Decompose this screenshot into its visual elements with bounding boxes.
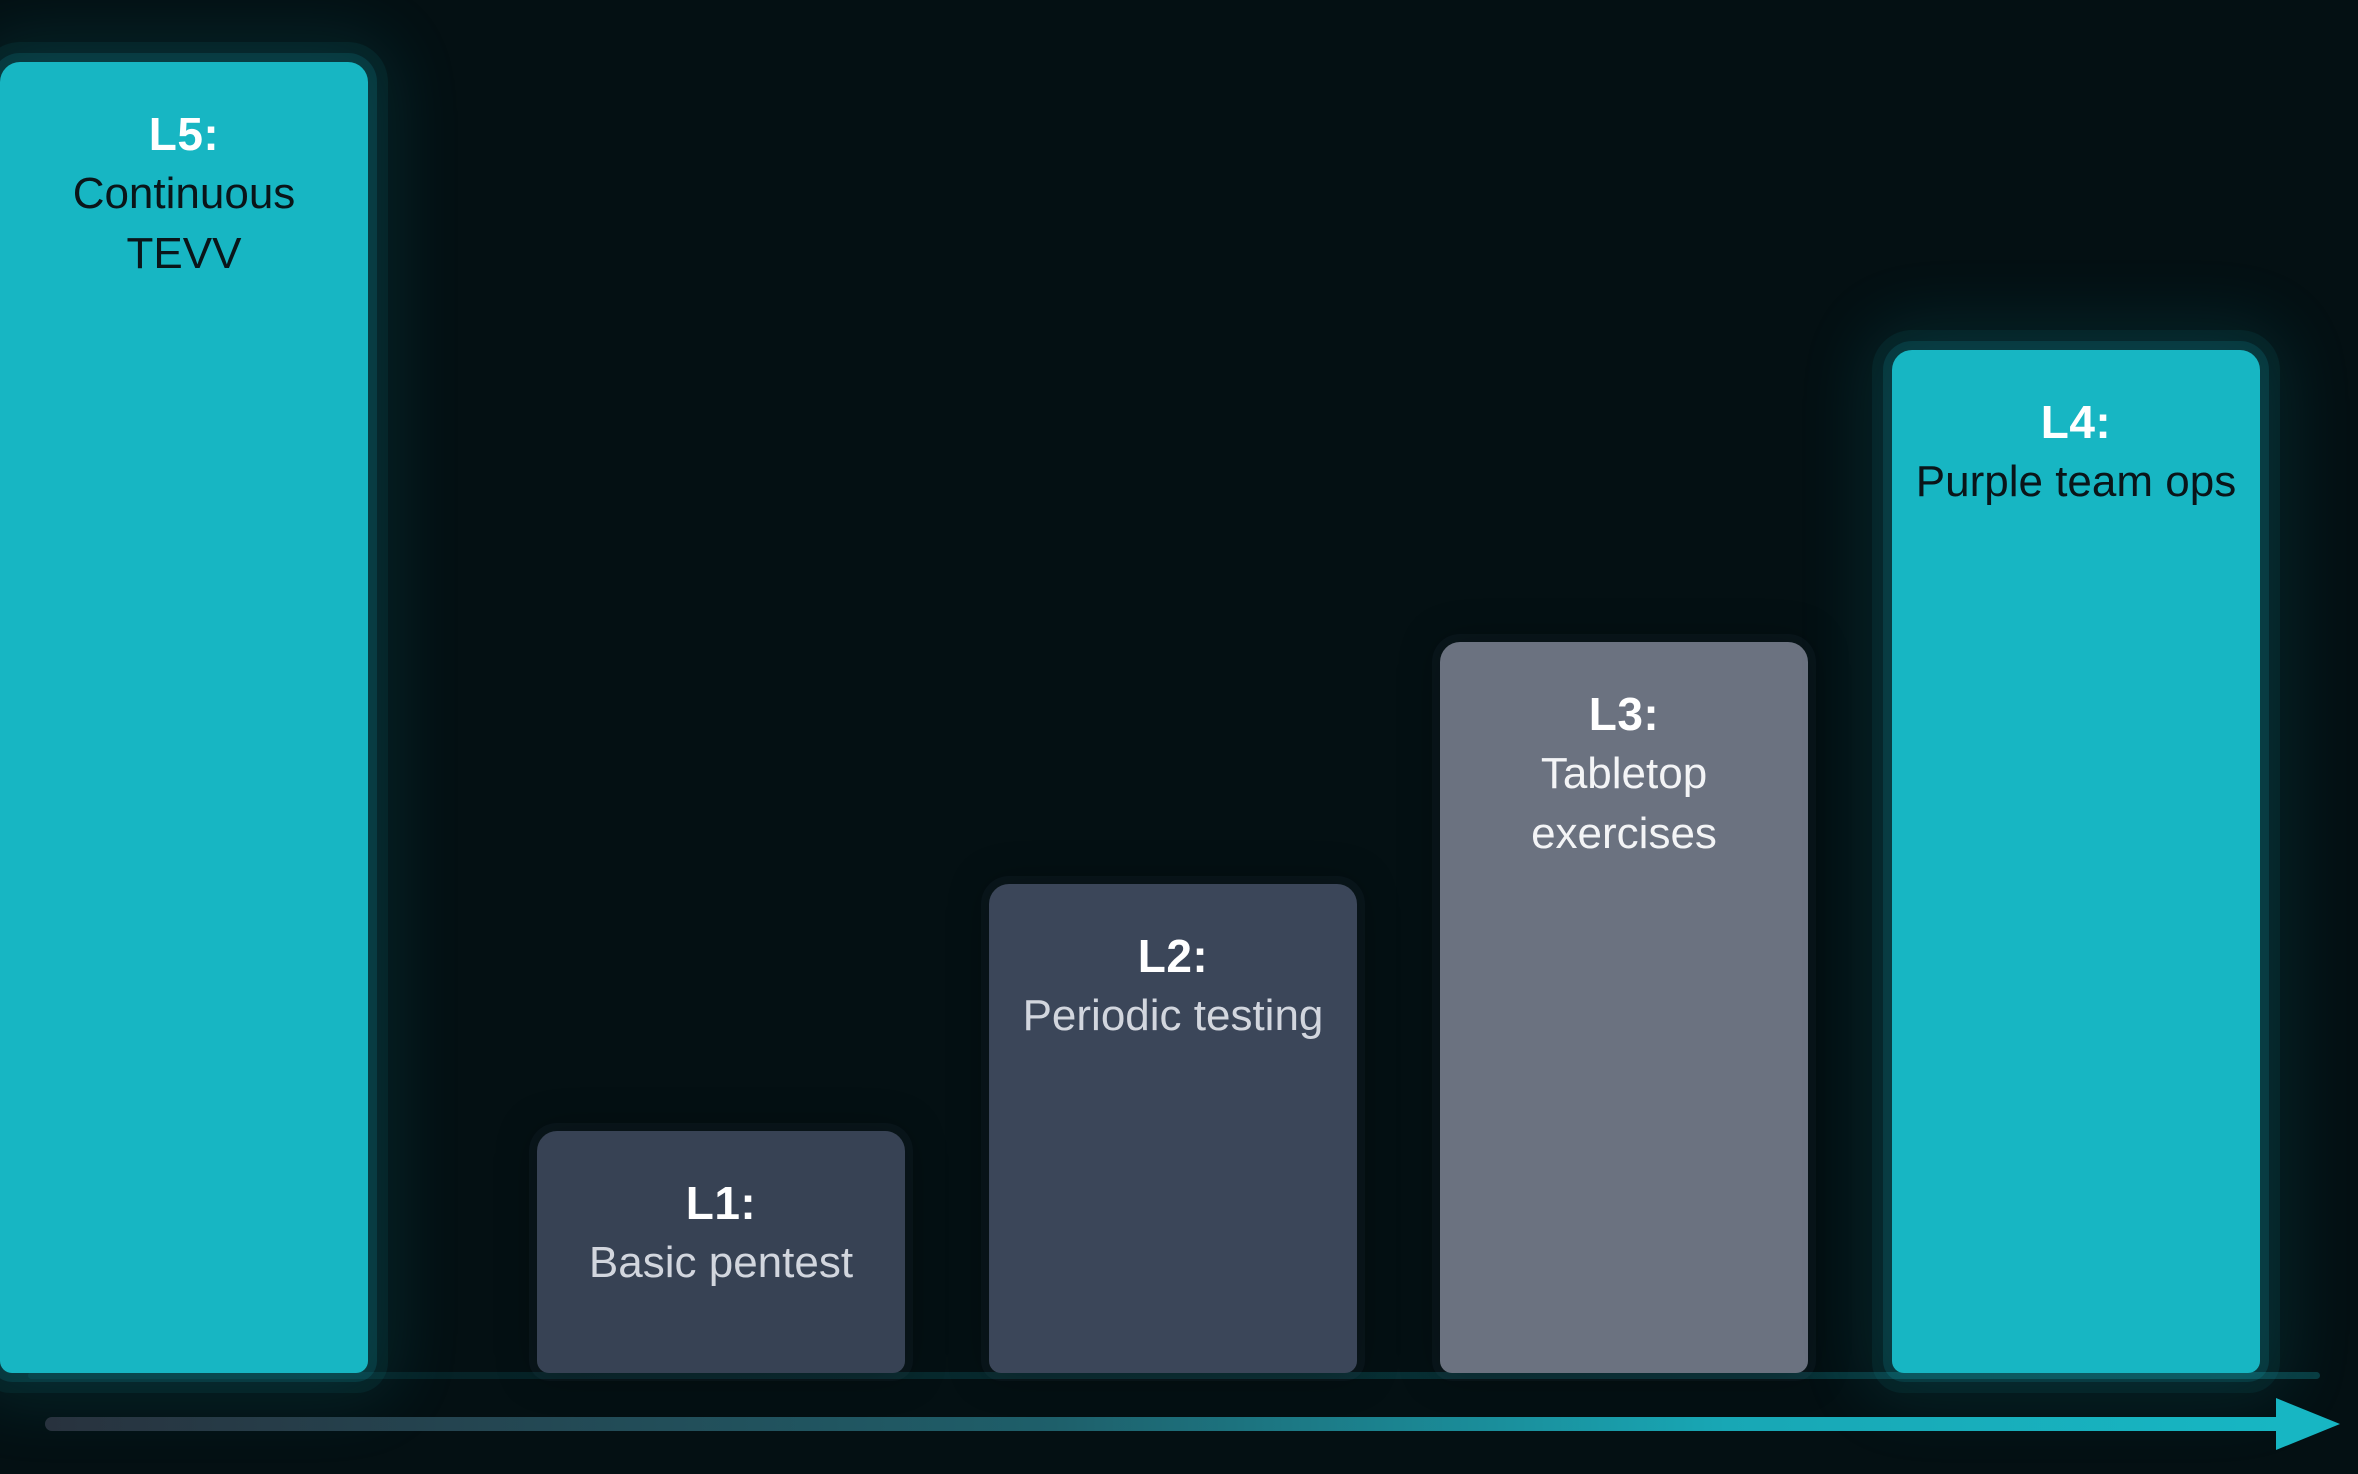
- x-axis-baseline: [28, 1372, 2320, 1379]
- bar-l5-description: Continuous TEVV: [72, 169, 296, 278]
- bar-l2-label: L2:: [1137, 930, 1209, 982]
- x-axis-arrowhead-icon: [2276, 1398, 2340, 1450]
- bar-l4-label: L4:: [2040, 396, 2112, 448]
- bar-l1-label: L1:: [685, 1177, 757, 1229]
- bar-l1-description: Basic pentest: [588, 1238, 854, 1287]
- bar-l3-label: L3:: [1588, 688, 1660, 740]
- bar-l3: L3: Tabletop exercises: [1440, 642, 1808, 1373]
- bar-l2-description: Periodic testing: [1022, 991, 1324, 1040]
- x-axis-arrow-shaft: [45, 1417, 2286, 1431]
- bar-l5-label: L5:: [148, 108, 220, 160]
- bar-l3-description: Tabletop exercises: [1531, 749, 1717, 858]
- bar-l4-description: Purple team ops: [1915, 457, 2237, 506]
- bar-l5: L5: Continuous TEVV: [0, 62, 368, 1373]
- bar-l1: L1: Basic pentest: [537, 1131, 905, 1373]
- bar-l4: L4: Purple team ops: [1892, 350, 2260, 1373]
- bar-l2: L2: Periodic testing: [989, 884, 1357, 1373]
